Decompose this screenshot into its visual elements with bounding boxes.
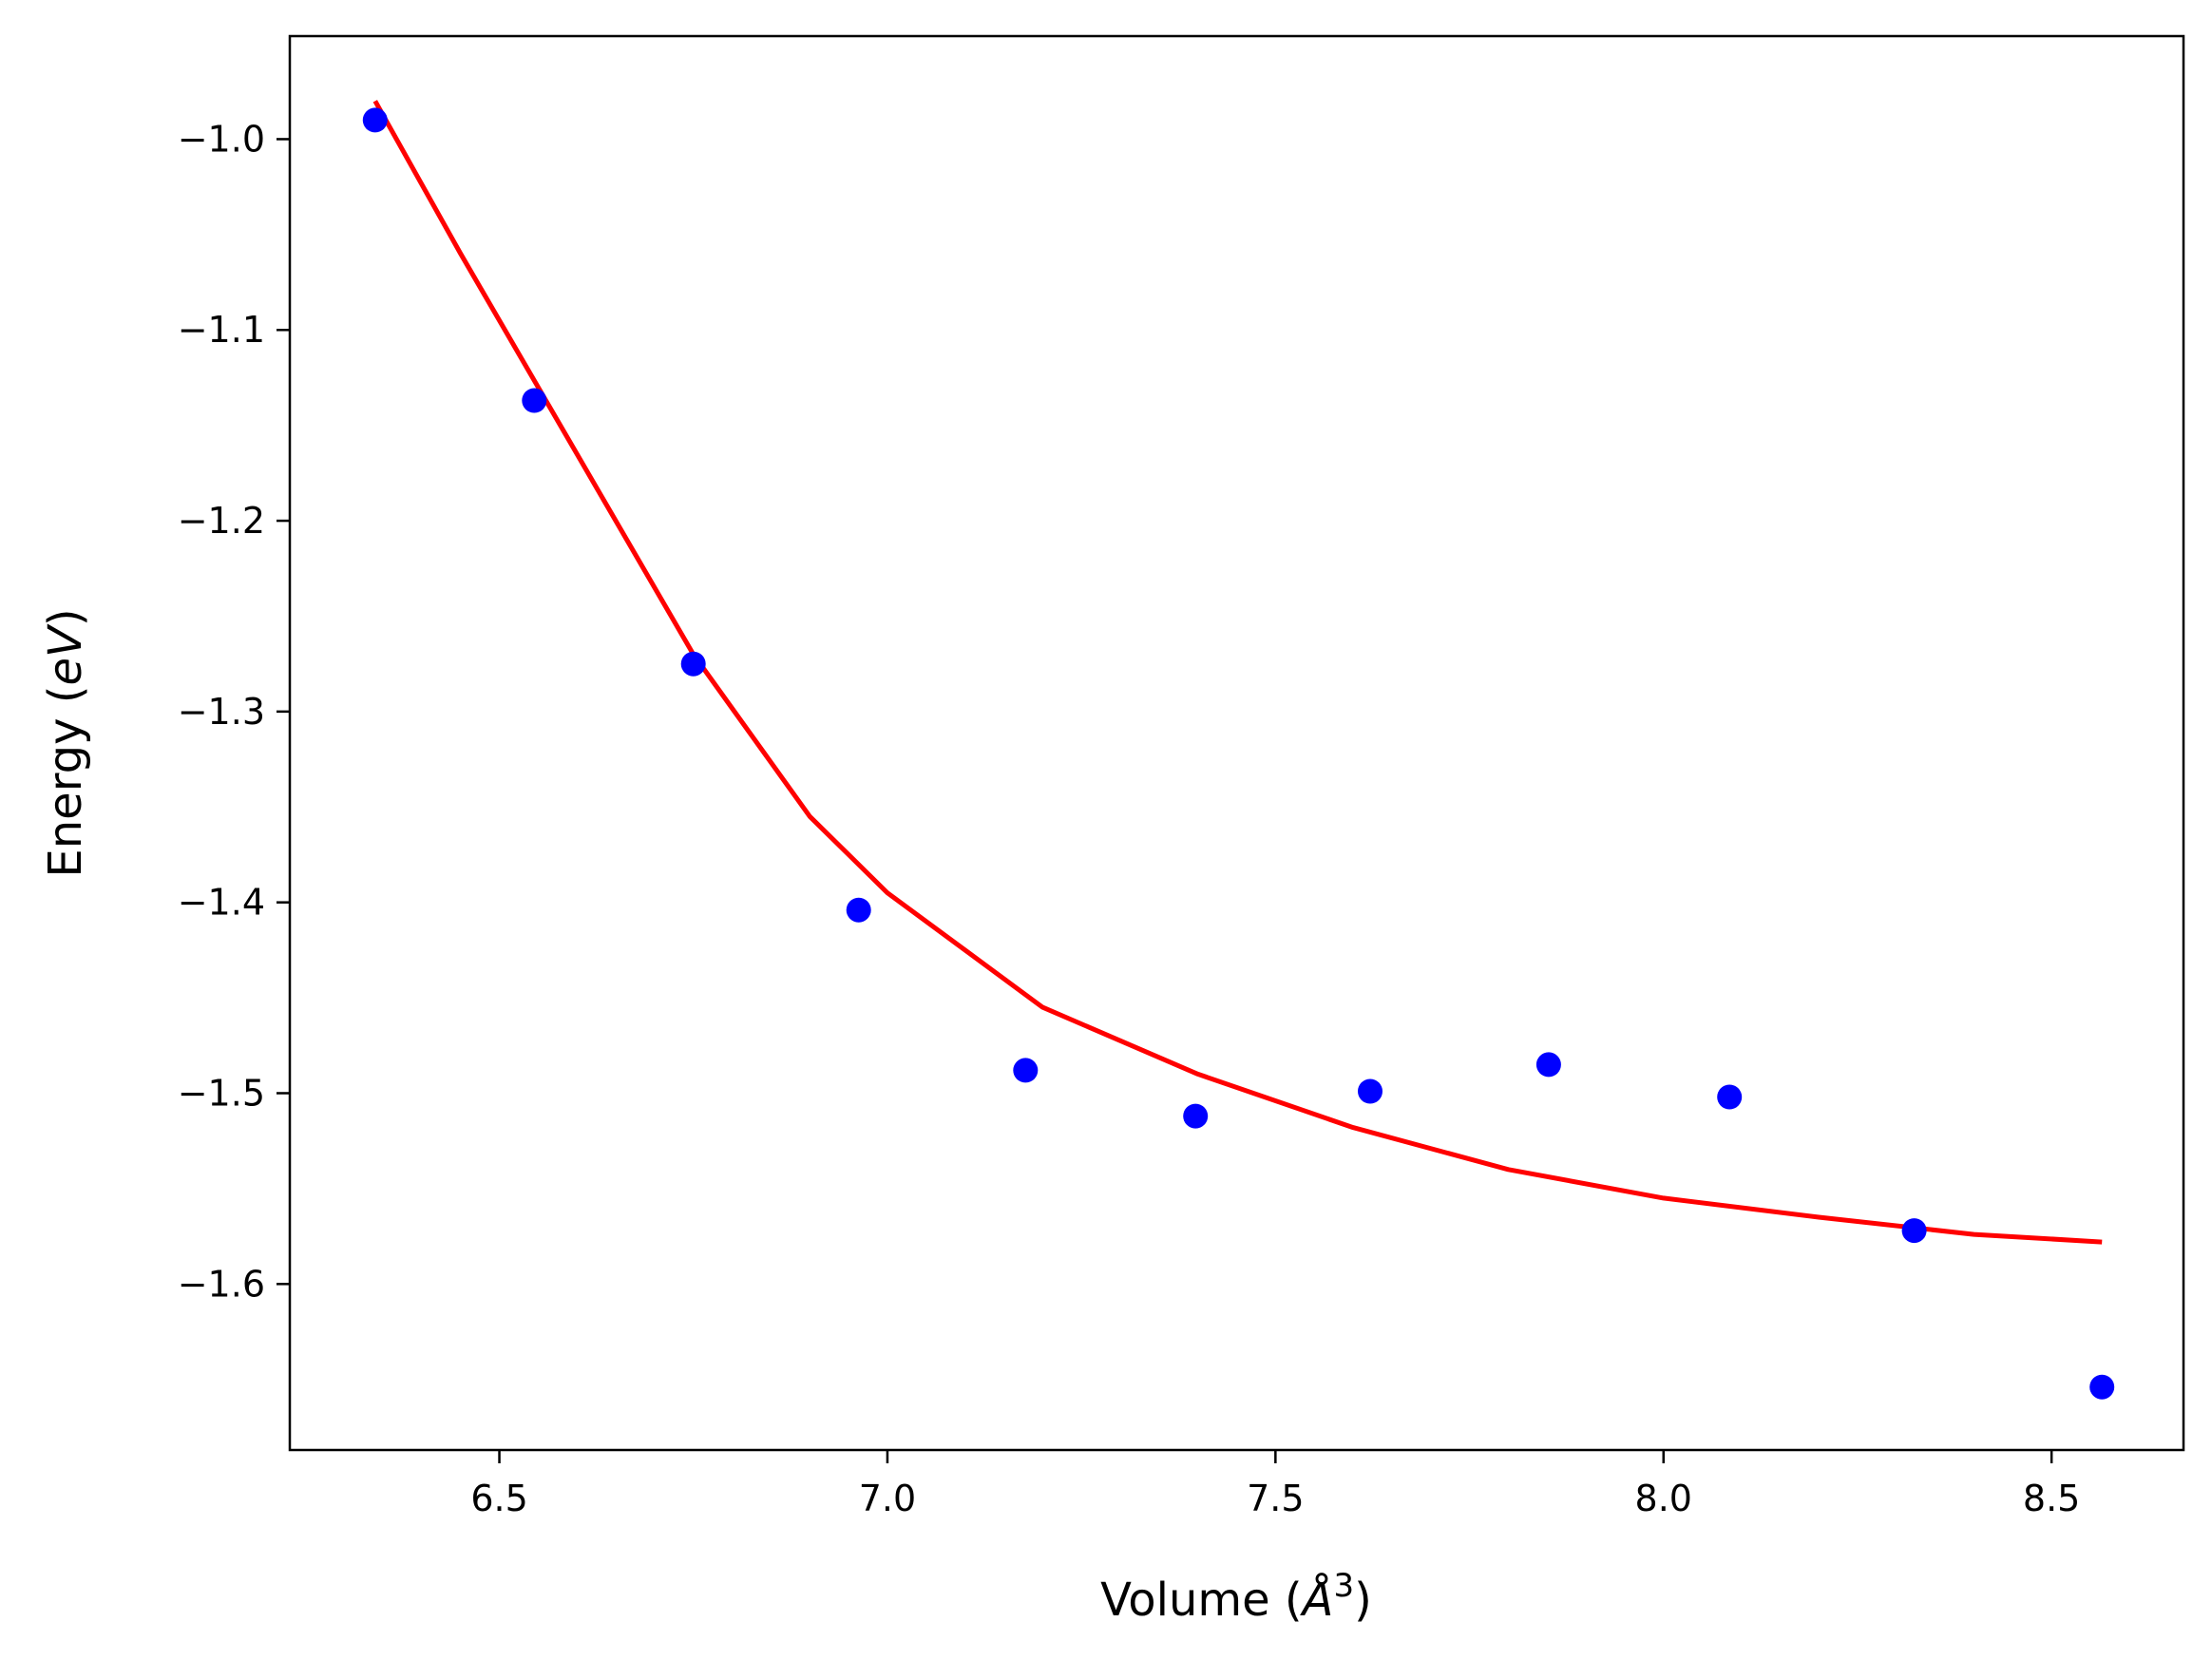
plot-frame bbox=[288, 34, 2185, 1452]
x-tick-label: 8.5 bbox=[2023, 1478, 2080, 1519]
data-point bbox=[1901, 1218, 1927, 1244]
y-tick-label: −1.1 bbox=[178, 309, 265, 351]
data-point bbox=[2089, 1374, 2115, 1400]
data-point bbox=[846, 897, 871, 923]
data-point bbox=[1358, 1078, 1382, 1104]
data-point bbox=[522, 388, 547, 413]
plot-content bbox=[362, 100, 2115, 1400]
x-axis-label-text: Volume ( bbox=[1100, 1574, 1303, 1627]
data-point bbox=[1717, 1084, 1743, 1110]
y-axis: −1.0 −1.1 −1.2 −1.3 −1.4 −1.5 −1.6 bbox=[178, 118, 290, 1305]
data-point bbox=[1013, 1058, 1039, 1083]
x-tick-label: 6.5 bbox=[470, 1478, 527, 1519]
y-tick-label: −1.3 bbox=[178, 691, 265, 733]
y-axis-label: Energy (eV) bbox=[39, 608, 92, 877]
data-point bbox=[362, 107, 388, 133]
y-tick-label: −1.4 bbox=[178, 882, 265, 924]
data-point bbox=[1183, 1103, 1209, 1129]
y-tick-label: −1.5 bbox=[178, 1072, 265, 1114]
y-axis-label-unit: eV bbox=[39, 623, 92, 686]
x-tick-label: 7.5 bbox=[1247, 1478, 1304, 1519]
y-tick-label: −1.2 bbox=[178, 500, 265, 542]
fit-curve bbox=[372, 100, 2103, 1245]
y-axis-label-text: Energy ( bbox=[39, 686, 92, 878]
x-axis-label: Volume (Å3) bbox=[1100, 1567, 1372, 1627]
x-axis-label-exponent: 3 bbox=[1333, 1567, 1354, 1605]
data-point bbox=[680, 651, 706, 677]
x-axis: 6.5 7.0 7.5 8.0 8.5 bbox=[470, 1450, 2080, 1519]
data-point bbox=[1535, 1052, 1561, 1078]
x-tick-label: 8.0 bbox=[1635, 1478, 1692, 1519]
x-axis-label-close: ) bbox=[1354, 1574, 1372, 1627]
x-tick-label: 7.0 bbox=[859, 1478, 916, 1519]
y-tick-label: −1.0 bbox=[178, 118, 265, 160]
y-axis-label-close: ) bbox=[39, 608, 92, 626]
x-axis-label-unit: Å bbox=[1300, 1573, 1334, 1627]
y-tick-label: −1.6 bbox=[178, 1263, 265, 1305]
